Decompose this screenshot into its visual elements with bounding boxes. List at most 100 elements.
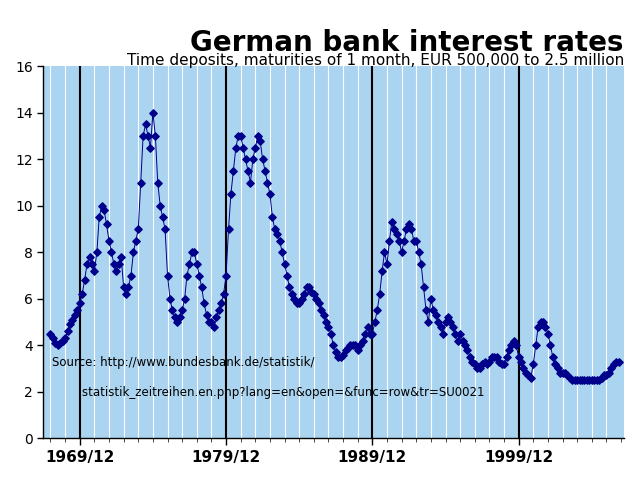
Point bbox=[555, 369, 565, 377]
Point bbox=[328, 341, 339, 349]
Point bbox=[382, 260, 392, 268]
Point bbox=[109, 260, 119, 268]
Point bbox=[102, 220, 112, 228]
Point bbox=[367, 330, 378, 337]
Point bbox=[143, 132, 153, 140]
Point bbox=[330, 348, 341, 356]
Point bbox=[538, 318, 548, 326]
Point bbox=[263, 179, 273, 186]
Point bbox=[72, 307, 82, 314]
Point bbox=[304, 283, 314, 291]
Point bbox=[185, 260, 195, 268]
Point bbox=[353, 346, 363, 354]
Point bbox=[252, 132, 263, 140]
Point bbox=[204, 318, 214, 326]
Point bbox=[392, 230, 402, 238]
Point bbox=[543, 330, 553, 337]
Point bbox=[104, 237, 114, 244]
Point bbox=[233, 132, 243, 140]
Point bbox=[533, 323, 543, 331]
Point bbox=[150, 132, 160, 140]
Point bbox=[526, 374, 536, 382]
Point bbox=[419, 283, 429, 291]
Point bbox=[475, 365, 485, 372]
Point bbox=[404, 220, 414, 228]
Point bbox=[213, 307, 224, 314]
Point bbox=[380, 249, 390, 256]
Point bbox=[601, 372, 612, 379]
Point bbox=[423, 318, 433, 326]
Point bbox=[499, 360, 509, 368]
Point bbox=[299, 290, 309, 298]
Point bbox=[145, 144, 155, 152]
Point bbox=[255, 137, 265, 144]
Point bbox=[450, 330, 461, 337]
Point bbox=[545, 341, 555, 349]
Point bbox=[589, 376, 599, 384]
Point bbox=[572, 376, 582, 384]
Point bbox=[89, 267, 100, 275]
Point bbox=[487, 353, 497, 360]
Point bbox=[173, 318, 183, 326]
Point bbox=[130, 237, 141, 244]
Point bbox=[362, 323, 373, 331]
Point bbox=[594, 376, 604, 384]
Point bbox=[523, 372, 534, 379]
Point bbox=[133, 225, 143, 233]
Point bbox=[79, 276, 89, 284]
Point bbox=[477, 360, 487, 368]
Point bbox=[584, 376, 594, 384]
Point bbox=[99, 206, 109, 214]
Point bbox=[141, 120, 151, 128]
Point bbox=[428, 307, 438, 314]
Point bbox=[341, 346, 351, 354]
Point bbox=[506, 341, 516, 349]
Point bbox=[606, 365, 617, 372]
Point bbox=[472, 365, 482, 372]
Point bbox=[165, 295, 175, 302]
Point bbox=[426, 295, 436, 302]
Point bbox=[121, 290, 131, 298]
Point bbox=[174, 313, 185, 321]
Point bbox=[436, 323, 446, 331]
Text: Source: http://www.bundesbank.de/statistik/: Source: http://www.bundesbank.de/statist… bbox=[52, 356, 314, 370]
Point bbox=[67, 316, 77, 324]
Point bbox=[284, 283, 295, 291]
Point bbox=[128, 249, 139, 256]
Point bbox=[94, 214, 104, 221]
Point bbox=[148, 109, 158, 117]
Point bbox=[443, 313, 453, 321]
Point bbox=[516, 358, 527, 365]
Point bbox=[497, 360, 507, 368]
Point bbox=[116, 253, 127, 261]
Point bbox=[438, 330, 448, 337]
Point bbox=[567, 376, 578, 384]
Point bbox=[494, 358, 504, 365]
Point bbox=[509, 337, 519, 345]
Point bbox=[75, 300, 85, 307]
Point bbox=[553, 365, 563, 372]
Point bbox=[236, 132, 246, 140]
Point bbox=[70, 311, 80, 319]
Text: German bank interest rates: German bank interest rates bbox=[190, 29, 624, 57]
Point bbox=[216, 300, 226, 307]
Point bbox=[350, 341, 360, 349]
Point bbox=[389, 225, 399, 233]
Point bbox=[177, 307, 187, 314]
Point bbox=[484, 358, 495, 365]
Text: statistik_zeitreihen.en.php?lang=en&open=&func=row&tr=SU0021: statistik_zeitreihen.en.php?lang=en&open… bbox=[52, 386, 484, 399]
Point bbox=[258, 156, 268, 163]
Point bbox=[318, 311, 328, 319]
Point bbox=[138, 132, 148, 140]
Point bbox=[608, 360, 619, 368]
Point bbox=[401, 225, 412, 233]
Point bbox=[153, 179, 163, 186]
Point bbox=[541, 323, 551, 331]
Point bbox=[489, 353, 499, 360]
Point bbox=[357, 337, 367, 345]
Point bbox=[224, 225, 234, 233]
Point bbox=[87, 260, 97, 268]
Point bbox=[135, 179, 146, 186]
Point bbox=[272, 230, 282, 238]
Point bbox=[221, 272, 231, 279]
